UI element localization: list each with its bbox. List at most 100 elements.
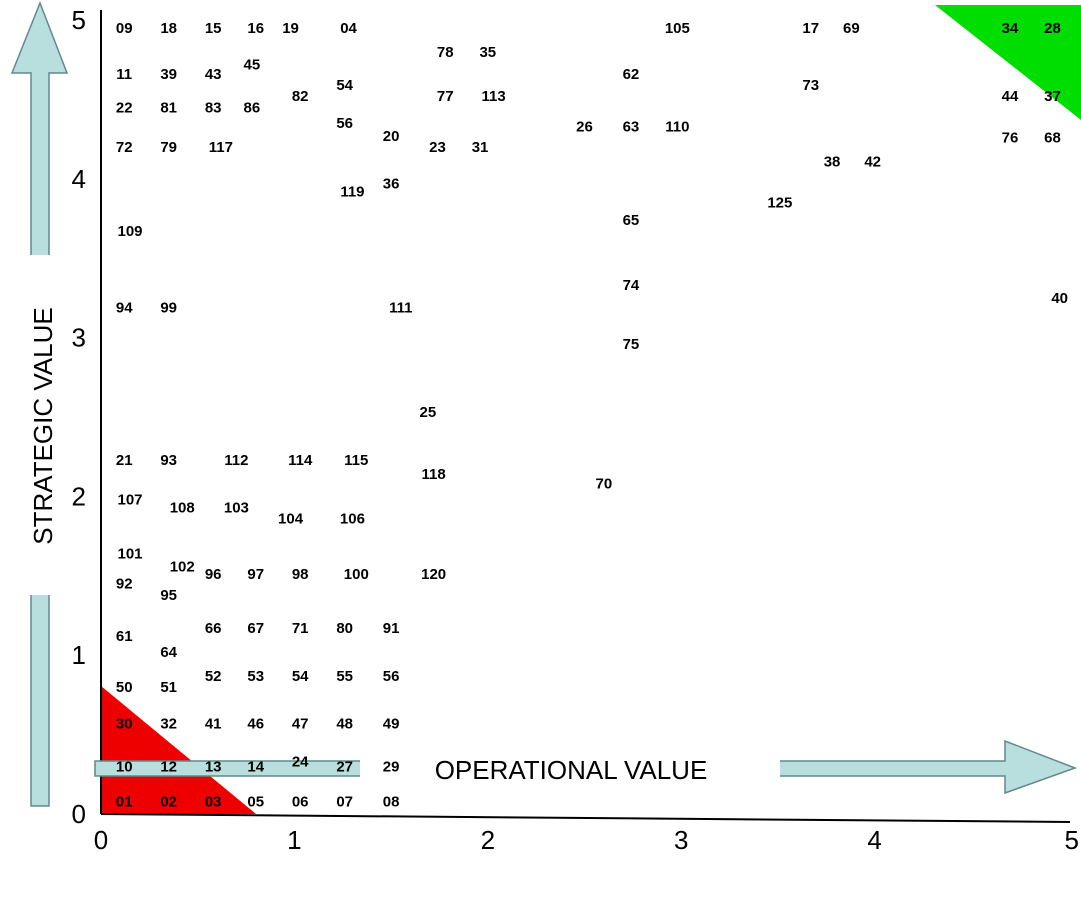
- data-point-label: 100: [344, 566, 369, 583]
- data-point-label: 99: [160, 299, 177, 316]
- data-point-label: 06: [292, 793, 309, 810]
- high-value-zone: [935, 5, 1081, 120]
- data-point-label: 65: [623, 212, 640, 229]
- data-point-label: 73: [802, 77, 819, 94]
- data-point-label: 12: [160, 758, 177, 775]
- data-point-label: 78: [437, 44, 454, 61]
- data-point-label: 25: [420, 404, 437, 421]
- data-point-label: 17: [802, 20, 819, 37]
- data-point-label: 44: [1002, 88, 1019, 105]
- data-point-label: 03: [205, 793, 222, 810]
- data-point-label: 101: [117, 546, 142, 563]
- data-point-label: 113: [482, 88, 506, 105]
- data-point-label: 01: [116, 793, 133, 810]
- data-point-label: 09: [116, 20, 133, 37]
- data-point-label: 47: [292, 715, 309, 732]
- x-tick-label: 0: [94, 825, 108, 855]
- data-point-label: 23: [429, 139, 446, 156]
- data-point-label: 94: [116, 299, 133, 316]
- data-point-label: 24: [292, 754, 309, 771]
- data-point-label: 112: [224, 452, 248, 469]
- data-point-label: 119: [340, 184, 364, 201]
- data-point-label: 91: [383, 620, 400, 637]
- data-point-label: 104: [278, 511, 304, 528]
- data-point-label: 118: [422, 466, 446, 483]
- x-axis-line: [100, 813, 1071, 823]
- data-point-label: 39: [160, 66, 177, 83]
- data-point-label: 50: [116, 679, 133, 696]
- data-point-label: 43: [205, 66, 222, 83]
- data-point-label: 96: [205, 566, 222, 583]
- data-point-label: 30: [116, 715, 133, 732]
- data-point-label: 46: [247, 715, 264, 732]
- y-tick-label: 0: [72, 799, 86, 829]
- data-point-label: 70: [595, 476, 612, 493]
- data-point-label: 102: [170, 558, 195, 575]
- data-point-label: 80: [336, 620, 353, 637]
- data-point-label: 125: [767, 195, 792, 212]
- data-point-label: 52: [205, 668, 222, 685]
- data-point-label: 72: [116, 139, 133, 156]
- y-tick-label: 3: [72, 323, 86, 353]
- data-point-label: 10: [116, 758, 133, 775]
- data-point-label: 51: [160, 679, 177, 696]
- data-point-label: 49: [383, 715, 400, 732]
- data-point-label: 11: [116, 66, 132, 83]
- data-point-label: 95: [160, 587, 177, 604]
- x-axis-title: OPERATIONAL VALUE: [435, 755, 708, 785]
- data-point-label: 21: [116, 452, 133, 469]
- data-point-label: 76: [1002, 130, 1019, 147]
- data-point-label: 71: [292, 620, 309, 637]
- data-point-label: 56: [383, 668, 400, 685]
- data-point-label: 79: [160, 139, 177, 156]
- data-point-label: 54: [336, 77, 353, 94]
- data-point-label: 69: [843, 20, 860, 37]
- data-point-label: 120: [421, 566, 446, 583]
- data-point-label: 115: [344, 452, 368, 469]
- data-point-label: 04: [340, 20, 357, 37]
- data-point-label: 64: [160, 644, 177, 661]
- data-point-label: 83: [205, 99, 222, 116]
- data-point-label: 55: [336, 668, 353, 685]
- data-point-label: 109: [117, 223, 142, 240]
- data-point-label: 114: [288, 452, 313, 469]
- x-tick-label: 4: [867, 825, 881, 855]
- data-point-label: 63: [623, 118, 640, 135]
- data-point-label: 18: [160, 20, 177, 37]
- data-point-label: 66: [205, 620, 222, 637]
- x-tick-label: 3: [674, 825, 688, 855]
- data-point-label: 75: [623, 336, 640, 353]
- data-point-label: 28: [1044, 20, 1061, 37]
- data-point-label: 05: [247, 793, 264, 810]
- data-point-label: 29: [383, 758, 400, 775]
- data-point-label: 27: [336, 758, 353, 775]
- data-point-label: 54: [292, 668, 309, 685]
- data-point-label: 86: [244, 99, 261, 116]
- data-point-label: 19: [282, 20, 299, 37]
- data-point-label: 22: [116, 99, 133, 116]
- data-point-label: 117: [209, 139, 233, 156]
- y-tick-label: 5: [72, 5, 86, 35]
- data-point-label: 97: [247, 566, 264, 583]
- data-point-label: 68: [1044, 130, 1061, 147]
- data-point-label: 108: [170, 500, 195, 517]
- xlabel-backdrop: [360, 745, 780, 793]
- data-point-label: 81: [160, 99, 177, 116]
- data-point-label: 38: [824, 153, 841, 170]
- data-point-label: 15: [205, 20, 222, 37]
- data-point-label: 45: [244, 56, 261, 73]
- data-point-label: 34: [1002, 20, 1019, 37]
- data-point-label: 82: [292, 88, 309, 105]
- y-axis-title: STRATEGIC VALUE: [28, 307, 58, 544]
- x-tick-labels: 0 1 2 3 4 5: [94, 825, 1079, 855]
- data-point-label: 111: [389, 299, 412, 316]
- low-value-zone: [101, 686, 256, 814]
- x-tick-label: 1: [287, 825, 301, 855]
- data-point-label: 37: [1044, 88, 1061, 105]
- data-point-label: 110: [665, 118, 689, 135]
- x-tick-label: 5: [1065, 825, 1079, 855]
- data-point-label: 56: [336, 115, 353, 132]
- data-point-label: 36: [383, 176, 400, 193]
